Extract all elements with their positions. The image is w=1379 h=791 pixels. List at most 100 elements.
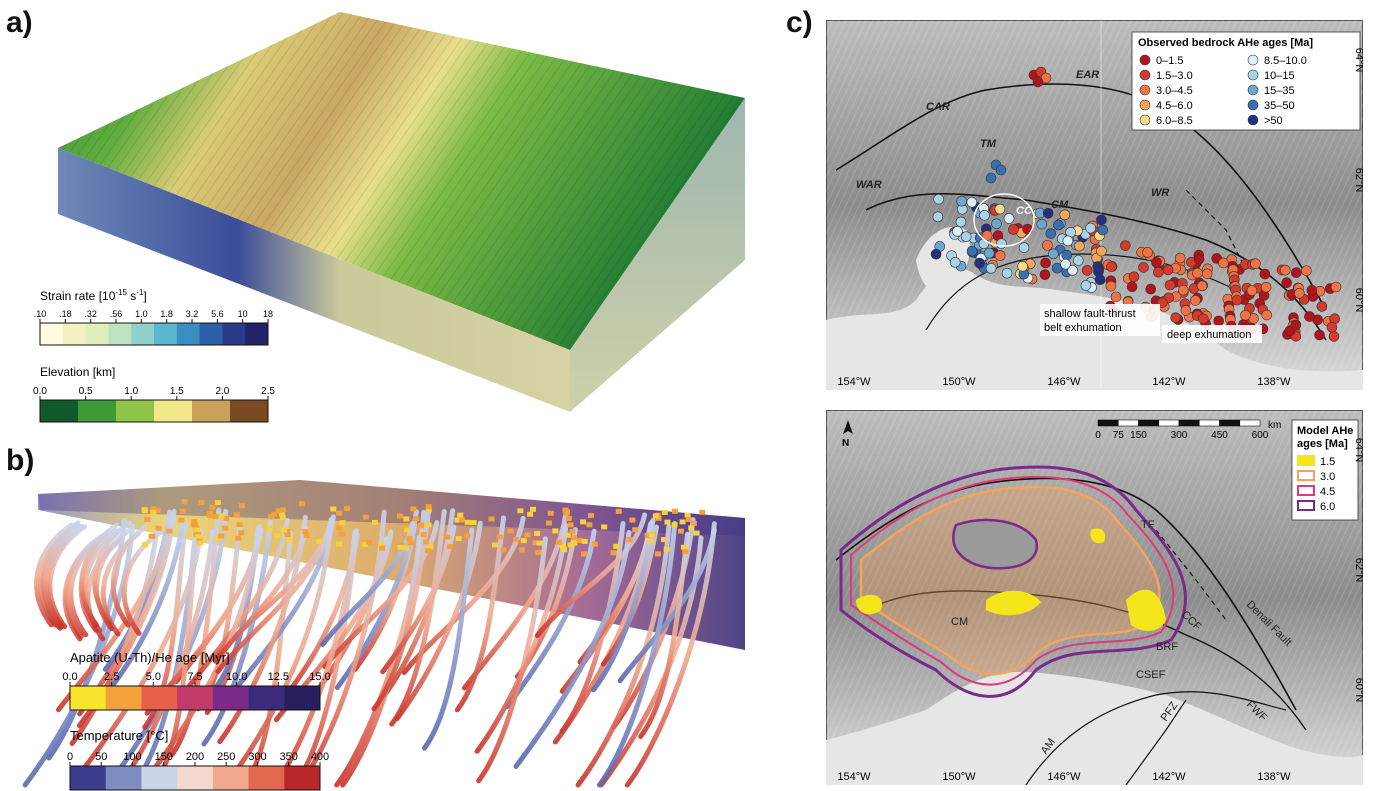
observed-age-point — [930, 248, 942, 260]
colorbar-segment — [230, 400, 269, 422]
region-wr: WR — [1151, 187, 1169, 199]
legend-swatch — [1139, 54, 1151, 66]
age-sample-point — [233, 512, 240, 518]
observed-age-point — [1177, 284, 1189, 296]
particle-path — [389, 509, 447, 727]
age-sample-point — [425, 522, 432, 528]
contour-6-0 — [839, 465, 1187, 698]
age-sample-point — [298, 501, 305, 507]
age-sample-point — [403, 516, 410, 522]
age-sample-point — [613, 543, 620, 549]
colorbar-segment — [141, 766, 178, 790]
particle-path — [109, 519, 186, 690]
colorbar-segment — [40, 400, 79, 422]
age-sample-point — [444, 534, 451, 540]
age-sample-point — [178, 517, 185, 523]
age-sample-point — [447, 544, 454, 550]
observed-age-point — [1174, 252, 1186, 264]
age-sample-point — [410, 506, 417, 512]
strain-rate-legend: Strain rate [10-15 s-1] .10 .18 .32 .56 1.0 1… — [34, 288, 273, 346]
scale-segment — [1097, 419, 1119, 427]
colorbar-tick-label: 1.0 — [135, 309, 148, 319]
longitude-label: 138°W — [1257, 771, 1291, 783]
age-sample-point — [344, 505, 351, 511]
age-sample-point — [427, 544, 434, 550]
age-sample-point — [214, 500, 221, 506]
colorbar-tick-label: .10 — [34, 309, 47, 319]
colorbar-tick-label: 350 — [280, 751, 298, 763]
age-sample-point — [181, 499, 188, 505]
particle-path — [421, 527, 475, 751]
age-sample-point — [303, 532, 310, 538]
particle-path — [287, 532, 360, 694]
observed-age-point — [952, 226, 963, 237]
observed-age-point — [1198, 313, 1209, 325]
particle-path — [534, 512, 648, 639]
colorbar-tick-label: 0 — [67, 751, 73, 763]
observed-age-point — [1105, 280, 1117, 292]
colorbar-segment — [108, 323, 132, 345]
fault-csef: CSEF — [1136, 669, 1166, 681]
observed-age-point — [1008, 224, 1019, 235]
age-sample-point — [647, 539, 654, 545]
scale-segment — [1178, 419, 1200, 427]
age-sample-point — [567, 542, 574, 548]
age-sample-point — [564, 532, 571, 538]
colorbar-segment — [78, 400, 117, 422]
observed-age-point — [1231, 294, 1243, 306]
observed-age-point — [994, 203, 1006, 215]
age-sample-point — [413, 516, 420, 522]
age-sample-point — [562, 507, 569, 513]
age-sample-point — [581, 538, 588, 544]
colorbar-segment — [70, 686, 107, 710]
particle-path — [322, 520, 440, 670]
age-sample-point — [154, 507, 161, 513]
svg-text:belt exhumation: belt exhumation — [1044, 322, 1122, 334]
age-sample-point — [632, 527, 639, 533]
colorbar-frame — [69, 765, 321, 791]
observed-age-point — [1074, 240, 1085, 252]
latitude-label: 62°N — [1353, 168, 1363, 193]
particle-path — [596, 520, 678, 788]
observed-age-point — [1328, 331, 1340, 342]
age-sample-point — [425, 504, 432, 510]
observed-ages-legend: Observed bedrock AHe ages [Ma] 0–1.5 1.5–… — [1131, 31, 1361, 131]
colorbar-segment — [284, 686, 321, 710]
longitude-label: 154°W — [837, 771, 871, 783]
region-ear: EAR — [1076, 69, 1099, 81]
latitude-label: 62°N — [1353, 558, 1363, 583]
age-sample-point — [464, 519, 471, 525]
scale-tick-label: 75 — [1113, 430, 1125, 441]
legend-label: 35–50 — [1264, 100, 1295, 112]
observed-age-point — [1003, 213, 1015, 224]
colorbar-segment — [105, 686, 142, 710]
svg-text:Strain rate [10-15 s-1]: Strain rate [10-15 s-1] — [40, 288, 147, 303]
age-sample-point — [644, 533, 651, 539]
age-sample-point — [330, 506, 337, 512]
age-sample-point — [491, 542, 498, 548]
age-sample-point — [567, 522, 574, 528]
age-sample-point — [336, 541, 343, 547]
age-sample-point — [239, 503, 246, 509]
age-sample-point — [671, 522, 678, 528]
legend-swatch — [1297, 470, 1315, 481]
observed-age-point — [1180, 305, 1192, 316]
colorbar-segment — [212, 766, 250, 790]
observed-age-point — [966, 245, 978, 257]
observed-age-point — [1120, 240, 1131, 251]
scale-bar: 0 75 150 300 450 600 km — [1095, 419, 1281, 441]
observed-age-point — [981, 230, 993, 241]
age-sample-point — [615, 508, 622, 514]
observed-age-point — [1281, 277, 1292, 288]
age-sample-point — [238, 530, 245, 536]
legend-swatch — [1139, 84, 1151, 96]
colorbar-frame — [69, 685, 321, 711]
svg-text:shallow fault-thrust: shallow fault-thrust — [1044, 308, 1136, 320]
observed-age-point — [991, 218, 1002, 230]
colorbar-tick-label: 5.6 — [211, 309, 224, 319]
observed-age-points — [930, 66, 1342, 342]
longitude-label: 150°W — [942, 376, 976, 388]
colorbar-tick-label: 200 — [186, 751, 204, 763]
observed-age-point — [1153, 266, 1164, 278]
observed-age-point — [1260, 281, 1272, 293]
